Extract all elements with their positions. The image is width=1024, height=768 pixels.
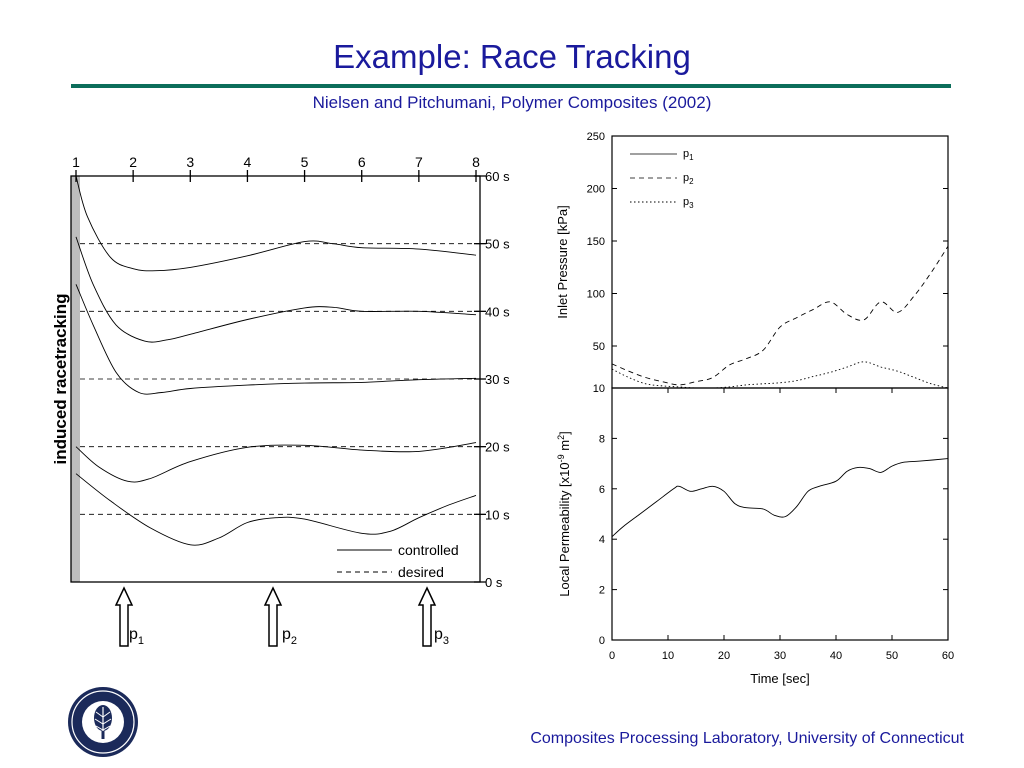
time-xtick-label: 20 bbox=[718, 650, 730, 662]
race-tracking-chart: 1 2 3 4 5 6 7 8 60 s 50 s 40 s 30 s 20 s 10 s 0 s ind… bbox=[51, 154, 510, 647]
left-ylabel: induced racetracking bbox=[51, 293, 70, 464]
permeability-ytick-label: 4 bbox=[599, 534, 605, 546]
port-arrow-p1: p1 bbox=[114, 586, 144, 647]
right-tick-label: 0 s bbox=[485, 575, 503, 590]
inlet-pressure-chart: 10 50 100 150 200 250 Inlet Pressure [kPa] p1… bbox=[555, 131, 949, 395]
top-tick-label: 6 bbox=[358, 154, 366, 170]
slide-subtitle: Nielsen and Pitchumani, Polymer Composit… bbox=[312, 93, 712, 112]
time-xtick-label: 40 bbox=[830, 650, 842, 662]
legend-p3-label: p3 bbox=[683, 196, 694, 210]
top-axis-ticks: 1 2 3 4 5 6 7 8 bbox=[72, 154, 480, 182]
racetrack-strip bbox=[71, 176, 80, 582]
top-tick-label: 7 bbox=[415, 154, 423, 170]
controlled-front-line bbox=[75, 442, 477, 483]
permeability-yticks: 0 2 4 6 8 bbox=[599, 433, 948, 647]
right-tick-label: 40 s bbox=[485, 304, 510, 319]
pressure-ytick-label: 100 bbox=[587, 289, 605, 301]
pressure-ylabel: Inlet Pressure [kPa] bbox=[555, 205, 570, 318]
top-tick-label: 3 bbox=[186, 154, 194, 170]
controlled-front-line bbox=[75, 176, 477, 272]
legend-p2-label: p2 bbox=[683, 172, 694, 186]
top-tick-label: 5 bbox=[301, 154, 309, 170]
pressure-ytick-label: 250 bbox=[587, 131, 605, 143]
up-arrow-icon bbox=[114, 586, 134, 647]
desired-lines bbox=[80, 243, 480, 515]
time-xtick-label: 10 bbox=[662, 650, 674, 662]
permeability-series bbox=[612, 458, 948, 538]
top-tick-label: 1 bbox=[72, 154, 80, 170]
top-tick-label: 2 bbox=[129, 154, 137, 170]
up-arrow-icon bbox=[263, 586, 283, 647]
port-arrow-p2: p2 bbox=[263, 586, 297, 647]
university-seal-logo bbox=[68, 687, 138, 757]
port-label-p3: p3 bbox=[434, 626, 449, 647]
port-arrow-p3: p3 bbox=[417, 586, 449, 647]
up-arrow-icon bbox=[417, 586, 437, 647]
legend-desired-label: desired bbox=[398, 564, 444, 580]
time-xticks: 0 10 20 30 40 50 60 bbox=[609, 388, 954, 662]
controlled-front-line bbox=[75, 284, 477, 395]
port-label-p2: p2 bbox=[282, 626, 297, 647]
pressure-plot-frame bbox=[611, 135, 949, 389]
permeability-ytick-label: 2 bbox=[599, 585, 605, 597]
title-divider bbox=[71, 84, 951, 88]
permeability-plot-frame bbox=[611, 387, 949, 641]
pressure-yticks: 10 50 100 150 200 250 bbox=[587, 131, 948, 395]
slide-footer: Composites Processing Laboratory, Univer… bbox=[530, 730, 964, 747]
permeability-ytick-label: 8 bbox=[599, 433, 605, 445]
right-tick-label: 20 s bbox=[485, 440, 510, 455]
right-tick-label: 50 s bbox=[485, 237, 510, 252]
legend-controlled-label: controlled bbox=[398, 542, 459, 558]
pressure-ytick-label: 10 bbox=[593, 383, 605, 395]
flow-front-lines bbox=[75, 176, 477, 546]
left-legend: controlled desired bbox=[337, 542, 459, 580]
permeability-series-line bbox=[612, 458, 948, 538]
port-label-p1: p1 bbox=[129, 626, 144, 647]
permeability-chart: 0 2 4 6 8 0 10 20 30 40 50 60 Local Permeability [… bbox=[556, 387, 954, 686]
pressure-ytick-label: 150 bbox=[587, 236, 605, 248]
top-tick-label: 4 bbox=[244, 154, 252, 170]
pressure-series-line-p2 bbox=[612, 246, 948, 386]
controlled-front-line bbox=[75, 473, 477, 546]
right-tick-label: 60 s bbox=[485, 169, 510, 184]
right-tick-label: 10 s bbox=[485, 507, 510, 522]
left-plot-frame bbox=[70, 175, 481, 583]
time-xtick-label: 30 bbox=[774, 650, 786, 662]
pressure-series bbox=[612, 246, 948, 388]
right-axis-ticks: 60 s 50 s 40 s 30 s 20 s 10 s 0 s bbox=[474, 169, 510, 590]
permeability-ytick-label: 0 bbox=[599, 635, 605, 647]
controlled-front-line bbox=[75, 236, 477, 343]
permeability-ylabel: Local Permeability [x10-9 m2] bbox=[556, 431, 572, 597]
legend-p1-label: p1 bbox=[683, 148, 694, 162]
top-tick-label: 8 bbox=[472, 154, 480, 170]
pressure-series-line-p3 bbox=[612, 361, 948, 388]
time-xtick-label: 50 bbox=[886, 650, 898, 662]
time-xtick-label: 60 bbox=[942, 650, 954, 662]
permeability-ytick-label: 6 bbox=[599, 484, 605, 496]
pressure-legend: p1 p2 p3 bbox=[630, 148, 694, 210]
time-xlabel: Time [sec] bbox=[750, 671, 809, 686]
pressure-ytick-label: 50 bbox=[593, 341, 605, 353]
time-xtick-label: 0 bbox=[609, 650, 615, 662]
pressure-ytick-label: 200 bbox=[587, 184, 605, 196]
slide-title: Example: Race Tracking bbox=[333, 38, 691, 75]
right-tick-label: 30 s bbox=[485, 372, 510, 387]
